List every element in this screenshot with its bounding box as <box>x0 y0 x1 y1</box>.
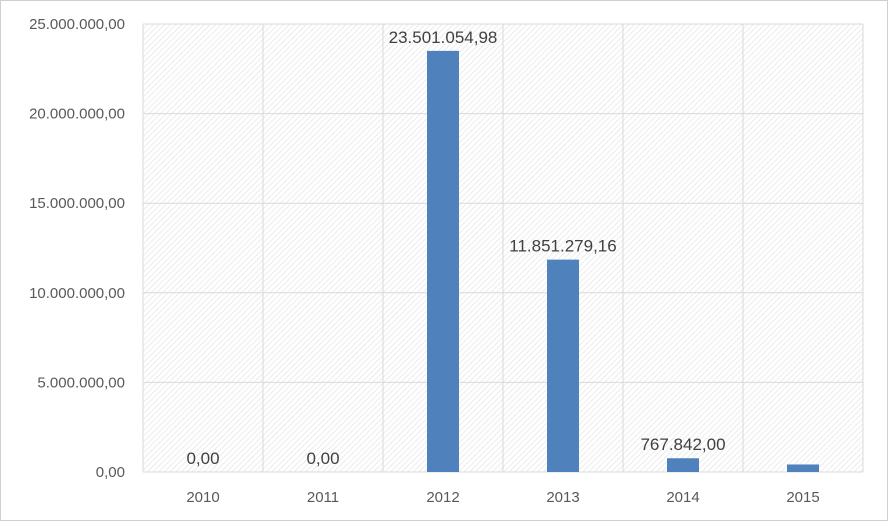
y-tick-label: 15.000.000,00 <box>29 195 125 212</box>
x-tick-label: 2015 <box>786 489 819 506</box>
data-label-2014: 767.842,00 <box>640 435 725 454</box>
y-tick-label: 10.000.000,00 <box>29 285 125 302</box>
bars <box>427 50 819 473</box>
data-label-2010: 0,00 <box>186 449 219 468</box>
x-axis-labels: 2010 2011 2012 2013 2014 2015 <box>186 489 819 506</box>
y-tick-label: 20.000.000,00 <box>29 106 125 123</box>
data-label-2013: 11.851.279,16 <box>509 237 616 256</box>
bar-2013 <box>547 259 579 472</box>
y-tick-label: 0,00 <box>96 464 125 481</box>
x-tick-label: 2011 <box>307 489 339 506</box>
bar-2012 <box>427 50 459 473</box>
data-labels: 0,00 0,00 23.501.054,98 11.851.279,16 767.84… <box>186 28 725 468</box>
y-axis-labels: 0,00 5.000.000,00 10.000.000,00 15.000.000,… <box>29 16 125 481</box>
x-tick-label: 2014 <box>666 489 699 506</box>
data-label-2012: 23.501.054,98 <box>389 28 498 47</box>
gridlines <box>142 23 864 473</box>
bar-2014 <box>667 458 699 472</box>
data-label-2011: 0,00 <box>306 449 339 468</box>
y-tick-label: 25.000.000,00 <box>29 16 125 33</box>
bar-2015 <box>787 464 819 472</box>
x-tick-label: 2012 <box>426 489 459 506</box>
x-tick-label: 2010 <box>186 489 219 506</box>
y-tick-label: 5.000.000,00 <box>37 374 125 391</box>
x-tick-label: 2013 <box>546 489 579 506</box>
